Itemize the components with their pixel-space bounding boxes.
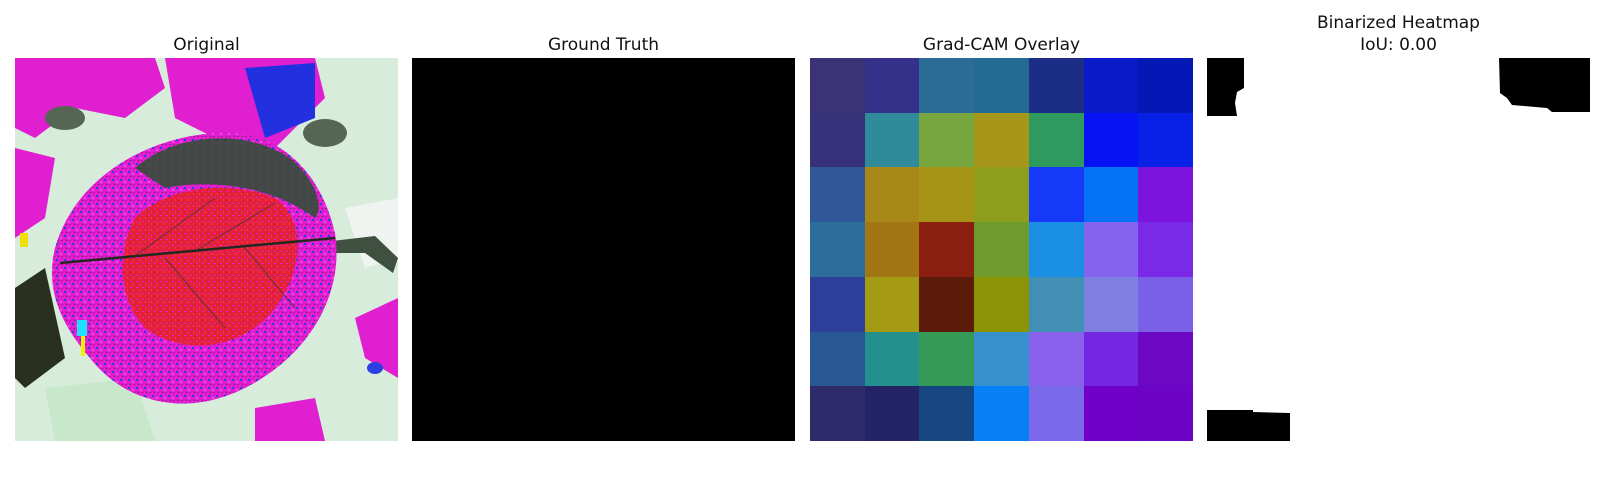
gradcam-cell bbox=[1028, 222, 1084, 277]
gradcam-cell bbox=[864, 167, 920, 223]
gradcam-cell bbox=[919, 276, 975, 332]
gradcam-cell bbox=[1083, 386, 1139, 441]
gradcam-cell bbox=[864, 331, 920, 387]
gradcam-cell bbox=[919, 331, 975, 387]
gradcam-cell bbox=[1083, 112, 1139, 168]
gradcam-cell bbox=[810, 331, 865, 387]
gradcam-cell bbox=[919, 112, 975, 168]
gradcam-cell bbox=[1083, 222, 1139, 277]
gradcam-cell bbox=[1083, 331, 1139, 387]
gradcam-cell bbox=[1083, 167, 1139, 223]
gradcam-cell bbox=[1138, 276, 1193, 332]
gradcam-cell bbox=[1083, 58, 1139, 113]
gradcam-cell bbox=[1138, 112, 1193, 168]
gradcam-cell bbox=[1028, 112, 1084, 168]
gradcam-cell bbox=[864, 112, 920, 168]
gradcam-cell bbox=[810, 276, 865, 332]
mask-region-top-right bbox=[1499, 58, 1590, 112]
gradcam-cell bbox=[1138, 331, 1193, 387]
gradcam-cell bbox=[1138, 222, 1193, 277]
mask-region-top-left bbox=[1207, 58, 1244, 116]
gradcam-cell bbox=[1083, 276, 1139, 332]
ground-truth-mask bbox=[412, 58, 795, 441]
gradcam-cell bbox=[810, 222, 865, 277]
gradcam-cell bbox=[1028, 276, 1084, 332]
gradcam-cell bbox=[919, 386, 975, 441]
gradcam-cell bbox=[864, 222, 920, 277]
gradcam-cell bbox=[1028, 331, 1084, 387]
original-image bbox=[15, 58, 398, 441]
gradcam-cell bbox=[919, 167, 975, 223]
panel-title-ground-truth: Ground Truth bbox=[547, 35, 660, 55]
gradcam-cell bbox=[1138, 167, 1193, 223]
gradcam-cell bbox=[864, 386, 920, 441]
gradcam-cell bbox=[974, 167, 1029, 223]
binarized-heatmap bbox=[1207, 58, 1590, 441]
gradcam-cell bbox=[974, 276, 1029, 332]
gradcam-cell bbox=[974, 222, 1029, 277]
gradcam-cell bbox=[919, 58, 975, 113]
gradcam-cell bbox=[974, 331, 1029, 387]
panel-subtitle-iou: IoU: 0.00 bbox=[1360, 35, 1437, 55]
panel-title-original: Original bbox=[173, 35, 240, 55]
gradcam-cell bbox=[810, 112, 865, 168]
gradcam-cell bbox=[1028, 58, 1084, 113]
gradcam-cell bbox=[810, 386, 865, 441]
gradcam-cell bbox=[974, 386, 1029, 441]
gradcam-cell bbox=[1138, 58, 1193, 113]
gradcam-cell bbox=[1028, 167, 1084, 223]
gradcam-cell bbox=[810, 58, 865, 113]
gradcam-cell bbox=[864, 276, 920, 332]
gradcam-cell bbox=[974, 58, 1029, 113]
gradcam-cell bbox=[1138, 386, 1193, 441]
gradcam-overlay bbox=[810, 58, 1193, 441]
gradcam-cell bbox=[864, 58, 920, 113]
gradcam-cell bbox=[919, 222, 975, 277]
panel-title-binarized: Binarized Heatmap bbox=[1317, 13, 1480, 33]
gradcam-grid bbox=[810, 58, 1193, 441]
mask-region-bottom-left bbox=[1207, 410, 1290, 441]
gradcam-cell bbox=[810, 167, 865, 223]
gradcam-cell bbox=[1028, 386, 1084, 441]
gradcam-cell bbox=[974, 112, 1029, 168]
panel-title-gradcam: Grad-CAM Overlay bbox=[922, 35, 1081, 55]
